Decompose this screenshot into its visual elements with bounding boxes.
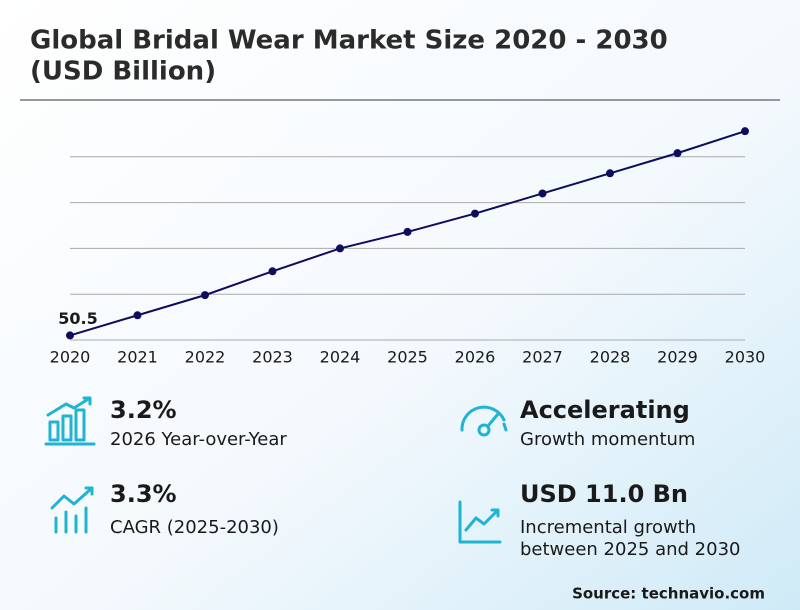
chart-title: Global Bridal Wear Market Size 2020 - 20…: [30, 26, 668, 56]
stat-label: between 2025 and 2030: [520, 539, 740, 560]
chart-subtitle: (USD Billion): [30, 57, 216, 87]
icon-growth: [50, 486, 94, 534]
point: [673, 149, 682, 158]
point: [133, 311, 142, 320]
point: [471, 209, 479, 218]
x-tick-label: 2024: [320, 348, 361, 367]
point: [606, 169, 614, 178]
point: [66, 331, 74, 340]
stat-label: CAGR (2025-2030): [110, 517, 279, 538]
stat-label: 2026 Year-over-Year: [110, 429, 287, 450]
point: [538, 189, 547, 198]
point: [268, 267, 277, 276]
stat-value: 3.3%: [110, 480, 177, 508]
x-tick-label: 2029: [657, 348, 698, 367]
point: [741, 127, 749, 136]
x-tick-label: 2021: [117, 348, 158, 367]
x-tick-label: 2030: [725, 348, 766, 367]
stat-label: Growth momentum: [520, 429, 695, 450]
x-tick-label: 2020: [50, 348, 91, 367]
point: [403, 227, 412, 236]
source: Source: technavio.com: [572, 585, 765, 603]
stat-label: Incremental growth: [520, 517, 696, 538]
x-tick-label: 2023: [252, 348, 293, 367]
point: [336, 244, 344, 253]
stat-value: Accelerating: [520, 396, 690, 424]
stat-value: 3.2%: [110, 396, 177, 424]
point: [201, 291, 209, 300]
plot: 2020 2021 2022 2023 2024 2025 2026 2027 2028 2029…: [50, 127, 766, 367]
data-label: 50.5: [58, 309, 97, 328]
icon-chart: [458, 500, 502, 544]
icon-bars: [44, 396, 96, 446]
stat-value: USD 11.0 Bn: [520, 480, 688, 508]
x-tick-label: 2027: [522, 348, 563, 367]
x-tick-label: 2022: [185, 348, 226, 367]
x-tick-label: 2028: [590, 348, 631, 367]
x-tick-label: 2026: [455, 348, 496, 367]
icon-gauge: [460, 405, 508, 437]
x-tick-label: 2025: [387, 348, 428, 367]
